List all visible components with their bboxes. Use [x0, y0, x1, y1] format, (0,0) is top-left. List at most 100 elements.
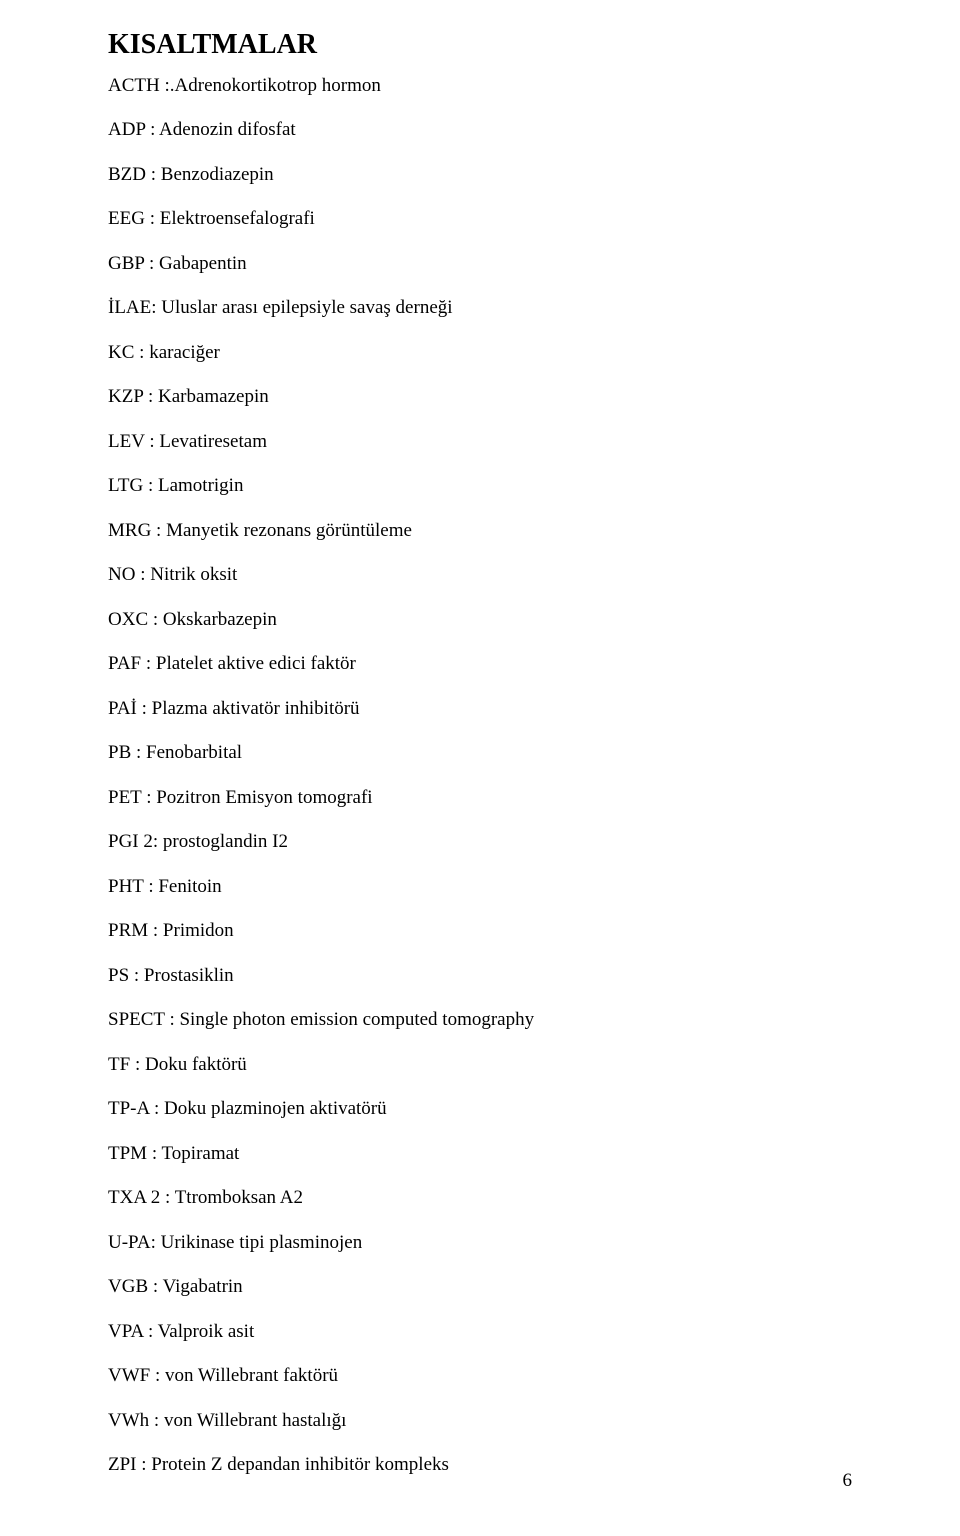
abbreviation-entry: KC : karaciğer: [108, 339, 852, 368]
separator: :: [145, 208, 160, 229]
separator: :: [144, 876, 159, 897]
abbreviation-entry: PHT : Fenitoin: [108, 873, 852, 902]
abbreviation-entry: SPECT : Single photon emission computed …: [108, 1006, 852, 1035]
abbreviation-term: PB: [108, 742, 131, 763]
abbreviation-term: VPA: [108, 1321, 143, 1342]
abbreviation-entry: TP-A : Doku plazminojen aktivatörü: [108, 1095, 852, 1124]
abbreviation-term: TF: [108, 1054, 130, 1075]
separator: :.: [160, 75, 175, 96]
abbreviation-entry: VPA : Valproik asit: [108, 1318, 852, 1347]
abbreviation-term: ZPI: [108, 1454, 137, 1475]
abbreviation-description: Benzodiazepin: [161, 164, 274, 185]
separator: :: [137, 698, 152, 719]
separator: :: [141, 653, 156, 674]
abbreviation-entry: OXC : Okskarbazepin: [108, 606, 852, 635]
abbreviation-entry: PB : Fenobarbital: [108, 739, 852, 768]
separator: :: [153, 831, 163, 852]
separator: :: [146, 164, 161, 185]
abbreviation-entry: GBP : Gabapentin: [108, 250, 852, 279]
abbreviation-entry: PET : Pozitron Emisyon tomografi: [108, 784, 852, 813]
abbreviation-entry: PAİ : Plazma aktivatör inhibitörü: [108, 695, 852, 724]
abbreviation-term: TPM: [108, 1143, 147, 1164]
abbreviation-description: Uluslar arası epilepsiyle savaş derneği: [161, 297, 452, 318]
separator: :: [149, 1098, 164, 1119]
abbreviation-entry: VWh : von Willebrant hastalığı: [108, 1407, 852, 1436]
abbreviation-description: Manyetik rezonans görüntüleme: [166, 520, 412, 541]
separator: :: [165, 1009, 180, 1030]
abbreviation-entry: TPM : Topiramat: [108, 1140, 852, 1169]
abbreviation-term: MRG: [108, 520, 151, 541]
abbreviation-term: PGI 2: [108, 831, 153, 852]
abbreviation-description: Karbamazepin: [158, 386, 269, 407]
separator: :: [131, 742, 146, 763]
separator: :: [149, 1410, 164, 1431]
abbreviation-entry: BZD : Benzodiazepin: [108, 161, 852, 190]
separator: :: [151, 297, 161, 318]
abbreviation-term: EEG: [108, 208, 145, 229]
abbreviation-description: Protein Z depandan inhibitör kompleks: [151, 1454, 449, 1475]
separator: :: [151, 520, 166, 541]
separator: :: [147, 1143, 161, 1164]
abbreviation-term: PAİ: [108, 698, 137, 719]
separator: :: [145, 119, 159, 140]
separator: :: [137, 1454, 152, 1475]
abbreviation-term: PRM: [108, 920, 148, 941]
abbreviation-term: VWF: [108, 1365, 150, 1386]
abbreviation-term: OXC: [108, 609, 148, 630]
abbreviation-entry: KZP : Karbamazepin: [108, 383, 852, 412]
abbreviation-term: ACTH: [108, 75, 160, 96]
separator: :: [144, 253, 159, 274]
abbreviation-description: von Willebrant hastalığı: [164, 1410, 347, 1431]
abbreviation-term: LTG: [108, 475, 143, 496]
separator: :: [141, 787, 156, 808]
abbreviation-term: PET: [108, 787, 141, 808]
abbreviation-entry: İLAE: Uluslar arası epilepsiyle savaş de…: [108, 294, 852, 323]
abbreviation-entry: LEV : Levatiresetam: [108, 428, 852, 457]
abbreviation-description: von Willebrant faktörü: [165, 1365, 338, 1386]
abbreviation-term: VWh: [108, 1410, 149, 1431]
abbreviation-description: Urikinase tipi plasminojen: [161, 1232, 363, 1253]
abbreviation-term: İLAE: [108, 297, 151, 318]
abbreviation-term: SPECT: [108, 1009, 165, 1030]
abbreviation-description: Lamotrigin: [158, 475, 243, 496]
abbreviation-entry: VGB : Vigabatrin: [108, 1273, 852, 1302]
abbreviation-entry: PS : Prostasiklin: [108, 962, 852, 991]
abbreviation-description: Doku faktörü: [145, 1054, 247, 1075]
separator: :: [135, 564, 150, 585]
abbreviation-entry: MRG : Manyetik rezonans görüntüleme: [108, 517, 852, 546]
abbreviation-entry: PGI 2: prostoglandin I2: [108, 828, 852, 857]
abbreviation-entry: EEG : Elektroensefalografi: [108, 205, 852, 234]
abbreviation-description: Single photon emission computed tomograp…: [179, 1009, 534, 1030]
abbreviation-description: Plazma aktivatör inhibitörü: [152, 698, 360, 719]
separator: :: [150, 1365, 165, 1386]
abbreviation-description: Adenozin difosfat: [159, 119, 296, 140]
abbreviation-term: GBP: [108, 253, 144, 274]
abbreviation-term: TP-A: [108, 1098, 149, 1119]
abbreviation-term: U-PA: [108, 1232, 151, 1253]
separator: :: [151, 1232, 161, 1253]
document-page: KISALTMALAR ACTH :.Adrenokortikotrop hor…: [0, 0, 960, 1536]
abbreviation-description: Fenobarbital: [146, 742, 242, 763]
separator: :: [143, 386, 158, 407]
abbreviation-term: TXA 2 :: [108, 1187, 170, 1208]
abbreviation-term: NO: [108, 564, 135, 585]
abbreviation-list: ACTH :.Adrenokortikotrop hormonADP : Ade…: [108, 72, 852, 1480]
separator: :: [145, 431, 160, 452]
separator: :: [148, 1276, 162, 1297]
separator: :: [130, 1054, 145, 1075]
abbreviation-entry: ZPI : Protein Z depandan inhibitör kompl…: [108, 1451, 852, 1480]
abbreviation-term: BZD: [108, 164, 146, 185]
abbreviation-description: Prostasiklin: [144, 965, 234, 986]
abbreviation-entry: PAF : Platelet aktive edici faktör: [108, 650, 852, 679]
abbreviation-description: Doku plazminojen aktivatörü: [164, 1098, 387, 1119]
abbreviation-description: Adrenokortikotrop hormon: [175, 75, 381, 96]
abbreviation-term: PHT: [108, 876, 144, 897]
separator: :: [134, 342, 149, 363]
abbreviation-term: PS: [108, 965, 129, 986]
separator: :: [143, 475, 158, 496]
separator: :: [148, 609, 163, 630]
abbreviation-description: Okskarbazepin: [163, 609, 277, 630]
abbreviation-description: Elektroensefalografi: [160, 208, 315, 229]
abbreviation-term: VGB: [108, 1276, 148, 1297]
page-number: 6: [843, 1470, 853, 1492]
